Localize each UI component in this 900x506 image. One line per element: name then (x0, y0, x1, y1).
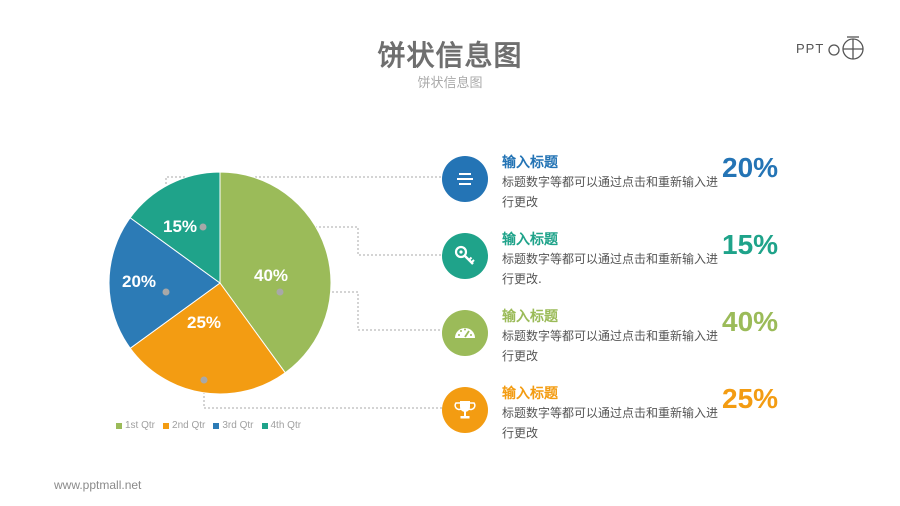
gauge-icon (442, 310, 488, 356)
page-subtitle: 饼状信息图 (417, 76, 483, 91)
connector-dot-2 (200, 376, 208, 384)
item-description: 标题数字等都可以通过点击和重新输入进行更改 (502, 329, 719, 363)
chart-legend: 1st Qtr 2nd Qtr 3rd Qtr 4th Qtr (116, 420, 301, 431)
info-item: 输入标题标题数字等都可以通过点击和重新输入进行更改 40% (442, 306, 792, 366)
legend-item-3: 3rd Qtr (213, 420, 254, 431)
legend-item-2: 2nd Qtr (163, 420, 205, 431)
page-title: 饼状信息图 (377, 39, 523, 72)
layers-icon (442, 156, 488, 202)
slice-label-3: 20% (122, 272, 156, 291)
item-title: 输入标题 (502, 155, 558, 171)
trophy-icon (442, 387, 488, 433)
logo-text: PPT (796, 40, 825, 56)
legend-label: 2nd Qtr (172, 420, 206, 431)
info-item: 输入标题标题数字等都可以通过点击和重新输入进行更改 20% (442, 152, 792, 212)
slice-label-2: 25% (187, 313, 221, 332)
slice-label-1: 40% (254, 266, 288, 285)
item-title: 输入标题 (502, 309, 558, 325)
logo-icon (828, 36, 864, 60)
connector-dot-3 (162, 288, 170, 296)
item-percent: 40% (722, 306, 779, 337)
pie-slice-2 (129, 282, 286, 395)
pie-slice-3 (108, 217, 221, 349)
slice-labels: 40% 25% 20% 15% (122, 217, 288, 332)
item-title: 输入标题 (502, 232, 558, 248)
pie-slice-4 (129, 171, 221, 284)
item-description: 标题数字等都可以通过点击和重新输入进行更改 (502, 406, 719, 440)
legend-label: 1st Qtr (125, 420, 156, 431)
logo: PPT (796, 34, 866, 62)
legend-label: 3rd Qtr (222, 420, 254, 431)
footer-url[interactable]: www.pptmall.net (54, 478, 142, 492)
legend-label: 4th Qtr (270, 420, 302, 431)
connector-dot-1 (276, 288, 284, 296)
pie-slices (108, 171, 332, 395)
info-item: 输入标题标题数字等都可以通过点击和重新输入进行更改. 15% (442, 229, 792, 289)
connector-line-1 (280, 291, 442, 331)
connector-dots (162, 223, 284, 384)
legend-swatch (163, 422, 170, 429)
key-icon (442, 233, 488, 279)
legend-swatch (116, 422, 122, 429)
item-title: 输入标题 (502, 386, 558, 402)
legend-swatch (261, 422, 268, 429)
pie-slice-1 (219, 171, 332, 374)
legend-swatch (213, 422, 220, 429)
item-percent: 15% (722, 229, 779, 260)
slice-label-4: 15% (163, 217, 197, 236)
legend-item-4: 4th Qtr (261, 420, 302, 431)
item-percent: 20% (722, 152, 779, 183)
connector-dot-4 (199, 223, 207, 231)
legend-item-1: 1st Qtr (116, 420, 155, 431)
item-percent: 25% (722, 383, 779, 414)
item-description: 标题数字等都可以通过点击和重新输入进行更改 (502, 175, 719, 209)
item-description: 标题数字等都可以通过点击和重新输入进行更改. (502, 252, 719, 286)
info-item: 输入标题标题数字等都可以通过点击和重新输入进行更改 25% (442, 383, 792, 443)
